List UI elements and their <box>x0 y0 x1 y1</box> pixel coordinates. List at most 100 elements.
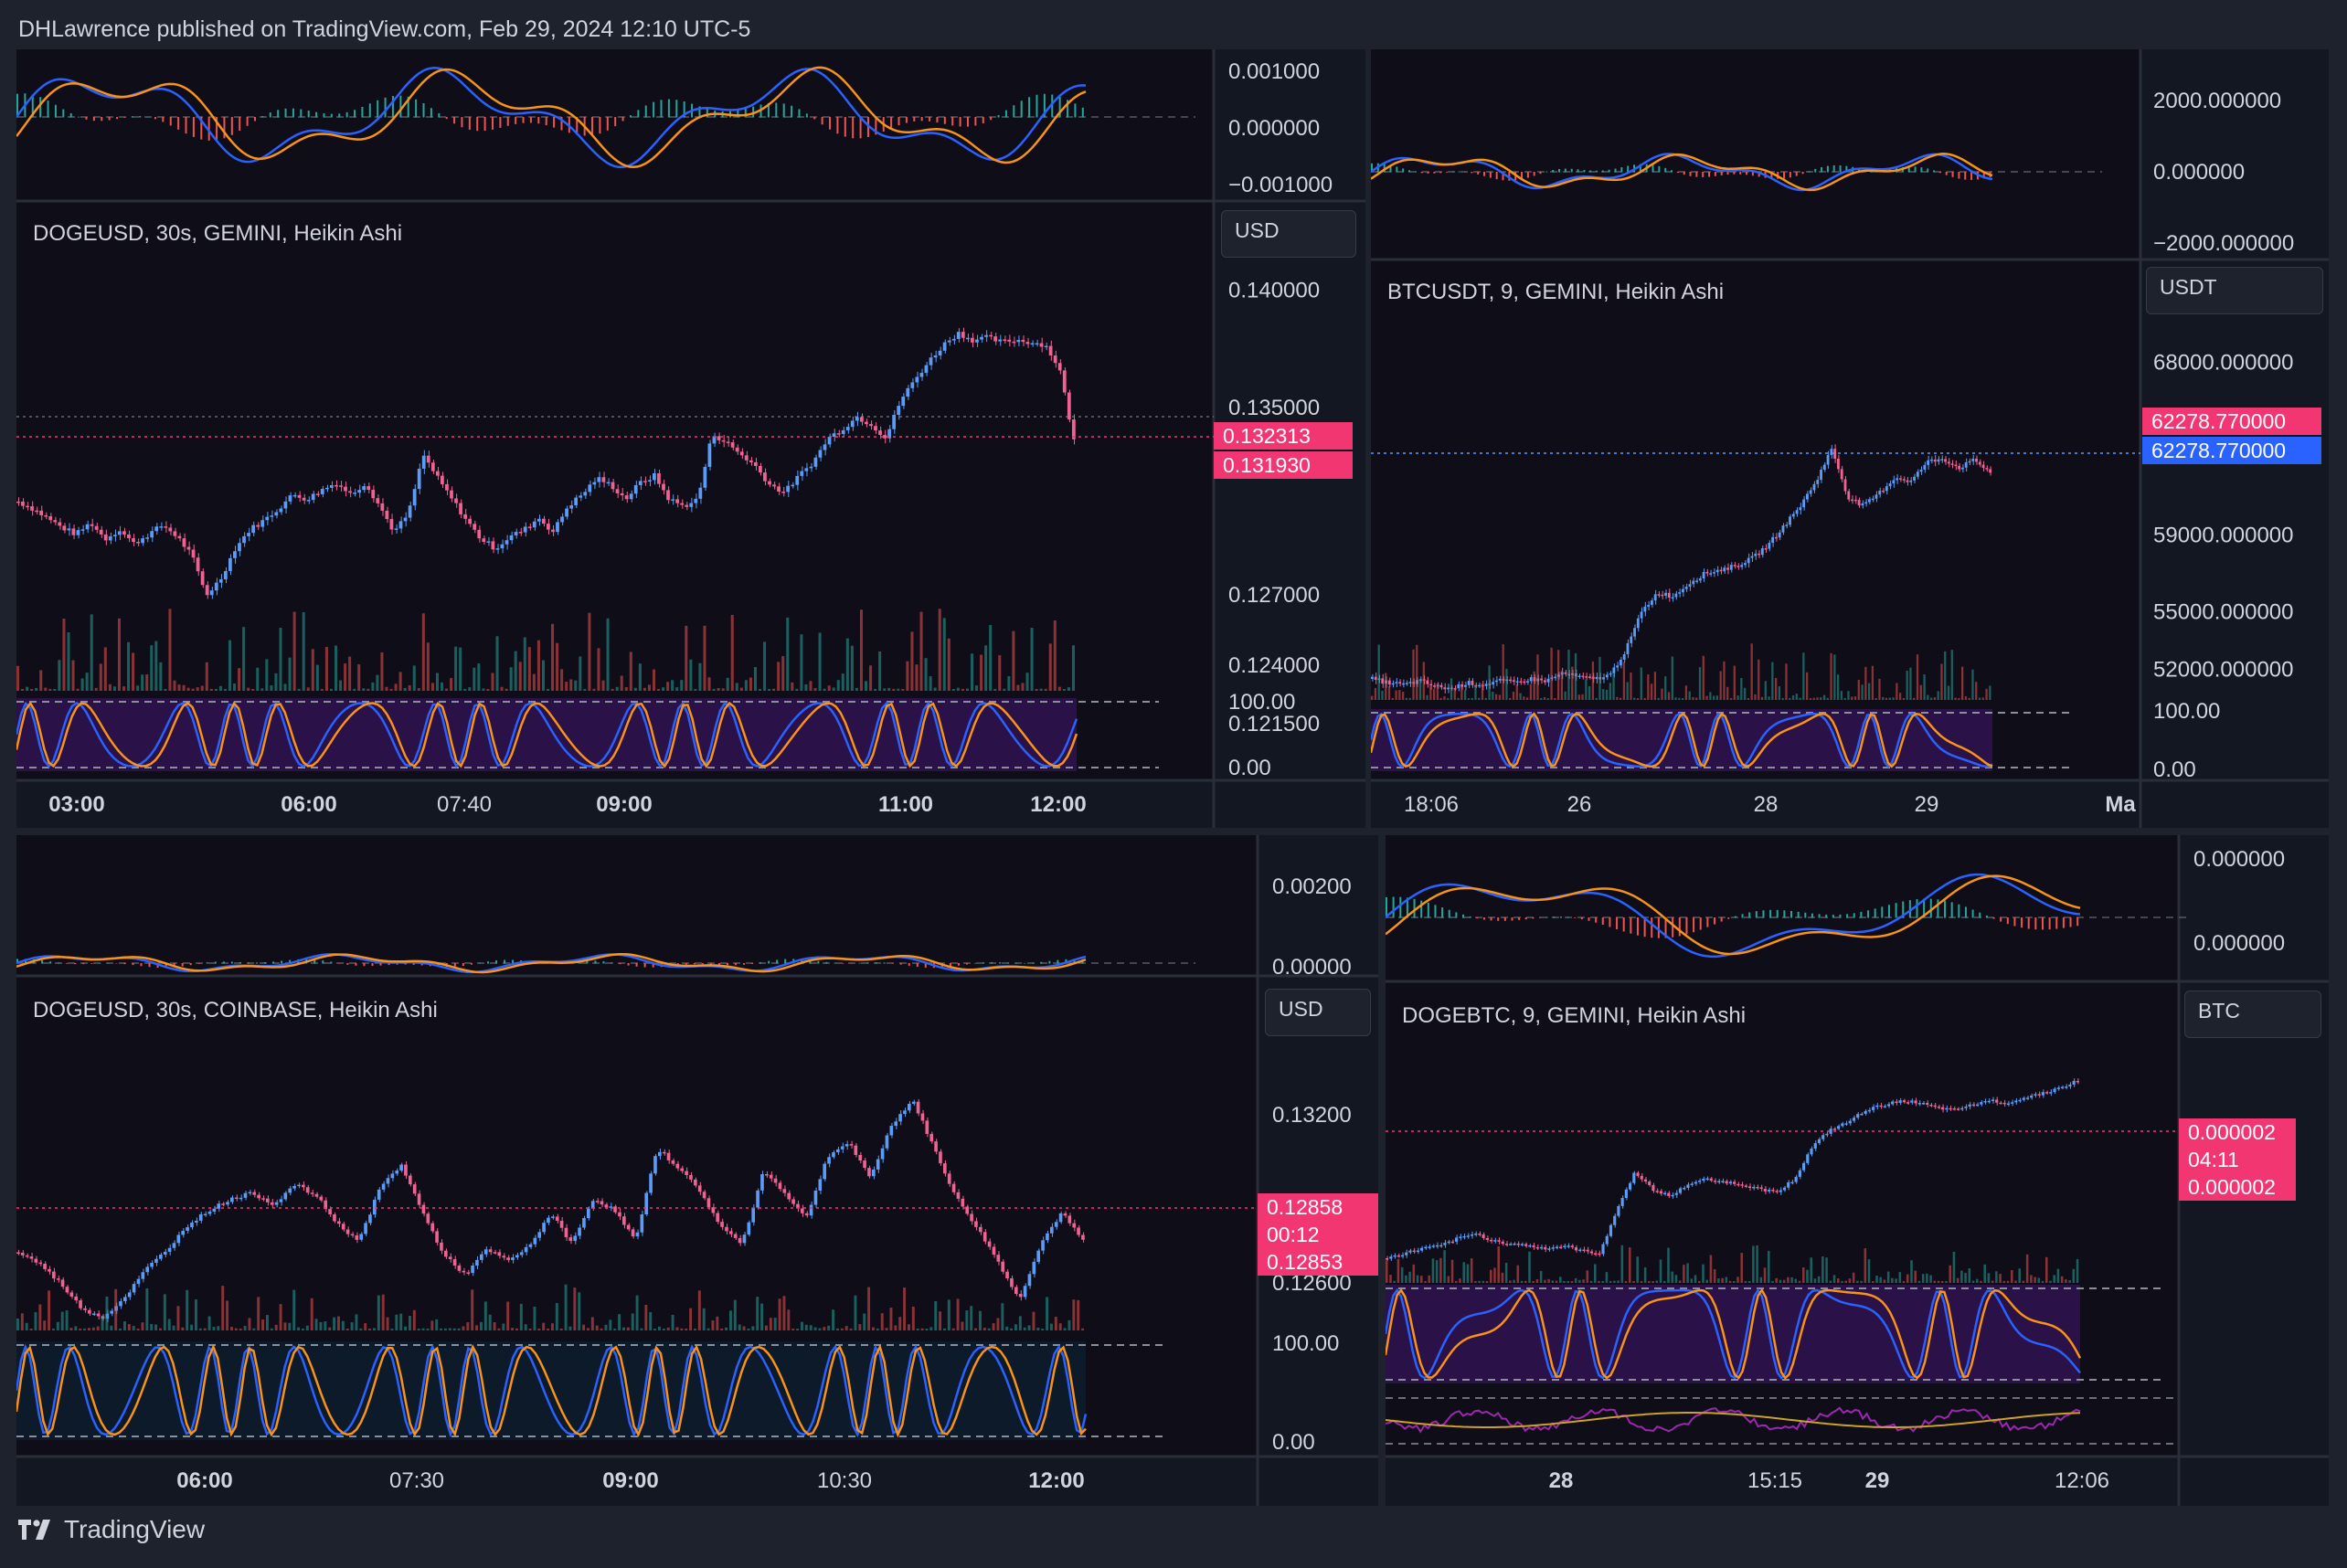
volume-bar <box>440 1328 443 1330</box>
chart-panel-doge-gemini[interactable]: 0.001000 0.000000 −0.001000 0.140000 0.13500… <box>16 49 1365 828</box>
volume-bar <box>1570 1280 1574 1283</box>
volume-bar <box>117 618 121 691</box>
candle-body <box>117 531 122 535</box>
volume-bar <box>1678 697 1681 700</box>
volume-bar <box>1709 692 1712 700</box>
macd-histogram-bar <box>1814 168 1817 173</box>
candle-body <box>1968 1104 1971 1107</box>
volume-bar <box>1848 1278 1852 1283</box>
candle-body <box>29 1256 34 1259</box>
volume-bar <box>588 612 591 691</box>
macd-histogram-bar <box>1048 960 1051 964</box>
candle-body <box>850 420 855 428</box>
candle-body <box>781 491 785 493</box>
candle-body <box>1798 1170 1801 1177</box>
macd-histogram-bar <box>1558 168 1561 173</box>
volume-bar <box>1721 1277 1724 1283</box>
candle-body <box>67 528 71 531</box>
volume-bar <box>475 1325 479 1330</box>
volume-bar <box>1433 689 1436 700</box>
volume-bar <box>119 1328 122 1330</box>
candle-body <box>1416 1250 1419 1253</box>
volume-bar <box>1833 654 1836 700</box>
volume-bar <box>1523 696 1525 700</box>
candle-body <box>1018 1293 1023 1298</box>
macd-histogram-bar <box>256 962 259 964</box>
volume-bar <box>1919 684 1922 700</box>
volume-bar <box>2025 1254 2029 1283</box>
candle-body <box>1952 1107 1956 1110</box>
macd-histogram-bar <box>850 963 853 964</box>
volume-bar <box>951 688 955 691</box>
macd-signal-line <box>1386 874 2081 956</box>
candle-body <box>865 421 868 425</box>
candle-body <box>234 1197 239 1200</box>
volume-bar <box>795 688 799 691</box>
volume-bar <box>1713 1269 1716 1283</box>
volume-bar <box>1072 1299 1076 1330</box>
volume-bar <box>21 688 25 691</box>
volume-bar <box>1956 1277 1959 1283</box>
volume-bar <box>1512 691 1515 700</box>
chart-panel-dogebtc[interactable]: 0.000000 0.000000 28 15:15 29 12:06 DOGEBTC, … <box>1386 835 2329 1506</box>
candle-body <box>604 1204 609 1208</box>
volume-bar <box>894 1325 897 1330</box>
candle-body <box>1879 1105 1883 1107</box>
volume-bar <box>101 1315 104 1330</box>
candle-body <box>1778 532 1781 538</box>
volume-bar <box>1027 1325 1031 1330</box>
macd-histogram-bar <box>355 963 357 966</box>
macd-histogram-bar <box>866 962 869 964</box>
volume-bar <box>1809 697 1812 700</box>
tradingview-brand[interactable]: TradingView <box>18 1515 205 1544</box>
macd-histogram-bar <box>858 962 861 964</box>
macd-histogram-bar <box>767 102 770 118</box>
macd-histogram-bar <box>16 959 18 964</box>
volume-bar <box>150 1324 154 1330</box>
volume-bar <box>541 660 545 691</box>
chart-panel-btcusdt[interactable]: 2000.000000 0.000000 −2000.000000 68000.000… <box>1371 49 2329 828</box>
candle-body <box>753 461 758 466</box>
volume-bar <box>506 1301 510 1330</box>
candle-body <box>786 485 791 493</box>
volume-bar <box>1914 1270 1917 1283</box>
candle-body <box>1030 343 1035 345</box>
volume-bar <box>320 688 324 691</box>
macd-histogram-bar <box>197 963 200 964</box>
symbol-title: DOGEBTC, 9, GEMINI, Heikin Ashi <box>1402 1003 1747 1028</box>
volume-bar <box>906 661 909 691</box>
volume-bar <box>67 632 70 691</box>
price-tag-countdown: 04:11 <box>2179 1146 2296 1173</box>
candle-body <box>982 1232 987 1242</box>
volume-bar <box>159 1328 162 1330</box>
macd-histogram-bar <box>345 111 348 118</box>
macd-histogram-bar <box>1020 101 1023 118</box>
candle-body <box>52 1271 56 1279</box>
currency-button[interactable]: USD <box>1221 210 1356 258</box>
candle-body <box>154 526 159 532</box>
candle-body <box>1674 1192 1678 1195</box>
macd-histogram-bar <box>162 117 165 122</box>
volume-bar <box>408 684 411 691</box>
candle-body <box>1067 1215 1072 1224</box>
candle-body <box>39 510 43 515</box>
candle-body <box>916 1101 920 1114</box>
candle-body <box>1495 680 1498 683</box>
volume-bar <box>480 1321 483 1330</box>
volume-bar <box>16 1319 19 1330</box>
macd-histogram-bar <box>1420 172 1423 174</box>
currency-button[interactable]: BTC <box>2184 991 2321 1038</box>
candle-body <box>1036 1250 1041 1262</box>
candle-body <box>1847 491 1851 500</box>
macd-histogram-bar <box>1658 165 1661 173</box>
volume-bar <box>473 667 476 691</box>
macd-histogram-bar <box>207 117 210 141</box>
candle-body <box>320 489 324 494</box>
candle-body <box>592 482 597 485</box>
candle-body <box>1516 1243 1520 1245</box>
currency-button[interactable]: USD <box>1265 989 1371 1036</box>
chart-panel-doge-coinbase[interactable]: 0.00200 0.00000 0.13200 0.12600 100.00 0.00 06… <box>16 835 1378 1506</box>
candle-body <box>1426 680 1429 684</box>
currency-button[interactable]: USDT <box>2146 267 2323 314</box>
macd-histogram-bar <box>1874 908 1876 918</box>
